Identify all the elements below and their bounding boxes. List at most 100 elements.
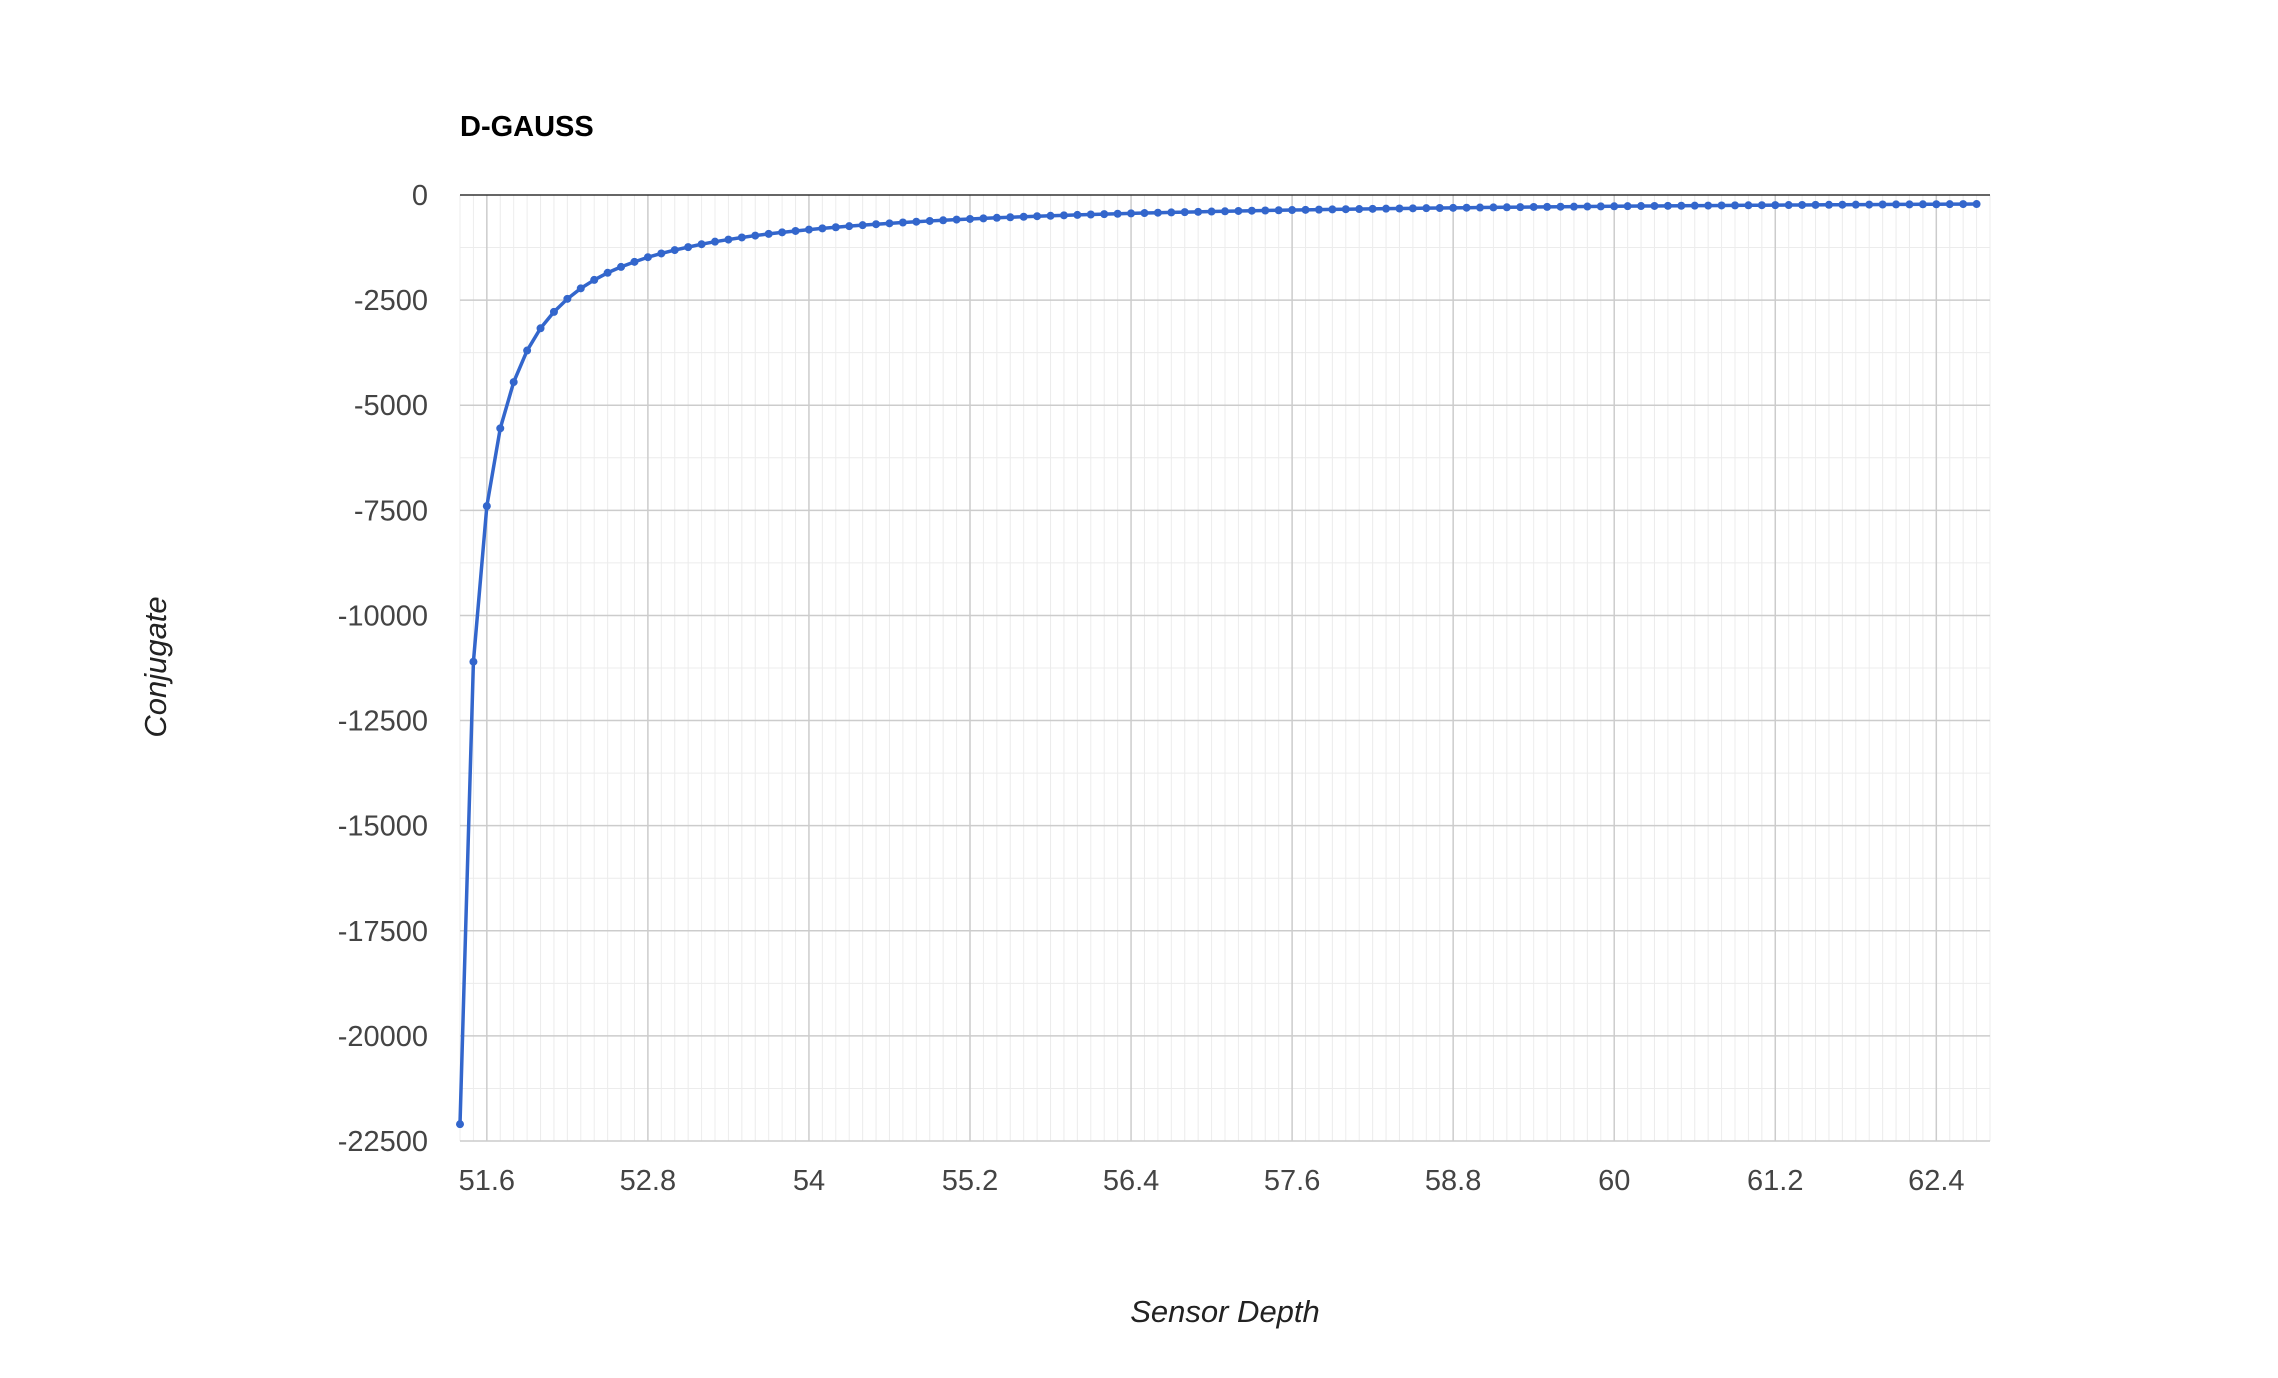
data-point <box>1355 205 1364 214</box>
y-tick-label: -12500 <box>338 706 428 738</box>
data-point <box>952 215 961 224</box>
data-point <box>1113 209 1122 218</box>
data-point <box>1865 200 1874 209</box>
data-point <box>469 657 478 666</box>
x-tick-label: 58.8 <box>1425 1165 1481 1197</box>
x-tick-label: 54 <box>793 1165 825 1197</box>
x-tick-label: 60 <box>1598 1165 1630 1197</box>
data-point <box>1677 201 1686 210</box>
data-point <box>509 378 518 387</box>
data-point <box>925 216 934 225</box>
data-point <box>603 268 612 277</box>
data-point <box>1757 201 1766 210</box>
data-point <box>1288 206 1297 215</box>
data-point <box>1784 201 1793 210</box>
x-axis-title: Sensor Depth <box>1130 1294 1320 1329</box>
data-point <box>1838 200 1847 209</box>
data-point <box>1059 211 1068 220</box>
x-tick-label: 62.4 <box>1908 1165 1964 1197</box>
data-point <box>563 294 572 303</box>
data-point <box>1798 200 1807 209</box>
x-tick-label: 55.2 <box>942 1165 998 1197</box>
y-tick-label: -17500 <box>338 916 428 948</box>
data-point <box>1771 201 1780 210</box>
data-point <box>1033 212 1042 221</box>
data-point <box>1180 208 1189 217</box>
y-axis-ticks: 0 -2500 -5000 -7500 -10000 -12500 -15000 -17500… <box>338 180 428 1158</box>
data-point <box>1502 203 1511 212</box>
data-point <box>1610 202 1619 211</box>
data-point <box>872 220 881 229</box>
y-tick-label: 0 <box>412 180 428 212</box>
data-point <box>496 424 505 433</box>
y-tick-label: -10000 <box>338 600 428 632</box>
y-tick-label: -22500 <box>338 1126 428 1158</box>
data-point <box>966 214 974 223</box>
data-point <box>1194 207 1203 216</box>
data-point <box>764 229 773 238</box>
data-point <box>1529 202 1538 211</box>
data-point <box>617 262 626 271</box>
data-point <box>1382 204 1391 213</box>
data-point <box>697 240 706 249</box>
data-point <box>1221 207 1229 216</box>
data-point <box>1905 200 1914 209</box>
data-point <box>657 249 666 258</box>
data-point <box>1704 201 1713 210</box>
data-point <box>831 223 840 232</box>
data-point <box>1261 206 1270 215</box>
data-point <box>724 235 733 244</box>
data-point <box>1878 200 1887 209</box>
y-tick-label: -7500 <box>354 495 428 527</box>
data-point <box>536 324 545 333</box>
y-axis-title: Conjugate <box>138 596 173 737</box>
data-point <box>1328 205 1337 214</box>
data-point <box>791 226 800 235</box>
series-points-conjugate <box>456 200 1981 1129</box>
data-point <box>630 257 639 266</box>
data-point <box>1167 208 1176 217</box>
data-point <box>643 253 652 262</box>
data-point <box>1543 202 1552 211</box>
data-point <box>1811 200 1820 209</box>
data-point <box>1301 205 1310 214</box>
data-point <box>1623 202 1632 211</box>
data-point <box>670 246 679 255</box>
data-point <box>1100 210 1109 219</box>
data-point <box>1690 201 1699 210</box>
data-point <box>549 307 558 316</box>
data-point <box>1476 203 1484 212</box>
data-point <box>939 216 948 225</box>
major-gridlines <box>460 195 1990 1142</box>
data-point <box>684 243 693 252</box>
data-point <box>1731 201 1739 210</box>
data-point <box>979 214 988 223</box>
data-point <box>751 231 760 240</box>
data-point <box>1744 201 1753 210</box>
x-tick-label: 61.2 <box>1747 1165 1803 1197</box>
data-point <box>590 275 599 284</box>
data-point <box>1368 204 1377 213</box>
y-tick-label: -20000 <box>338 1021 428 1053</box>
data-point <box>1972 200 1981 209</box>
data-point <box>1395 204 1404 213</box>
data-point <box>1637 202 1646 211</box>
data-point <box>1207 207 1216 216</box>
data-point <box>1314 205 1323 214</box>
data-point <box>1516 203 1525 212</box>
data-point <box>1153 208 1162 217</box>
data-point <box>523 346 532 355</box>
data-point <box>1583 202 1592 211</box>
data-point <box>1408 204 1417 213</box>
data-point <box>818 224 827 233</box>
data-point <box>1650 201 1659 210</box>
y-tick-label: -2500 <box>354 285 428 317</box>
data-point <box>1019 212 1028 221</box>
data-point <box>1556 202 1565 211</box>
data-point <box>1341 205 1350 214</box>
x-axis-ticks: 51.6 52.8 54 55.2 56.4 57.6 58.8 60 61.2 62.4 <box>459 1165 1965 1197</box>
data-point <box>1247 206 1256 215</box>
x-tick-label: 52.8 <box>620 1165 676 1197</box>
data-point <box>1663 201 1672 210</box>
data-point <box>1489 203 1498 212</box>
